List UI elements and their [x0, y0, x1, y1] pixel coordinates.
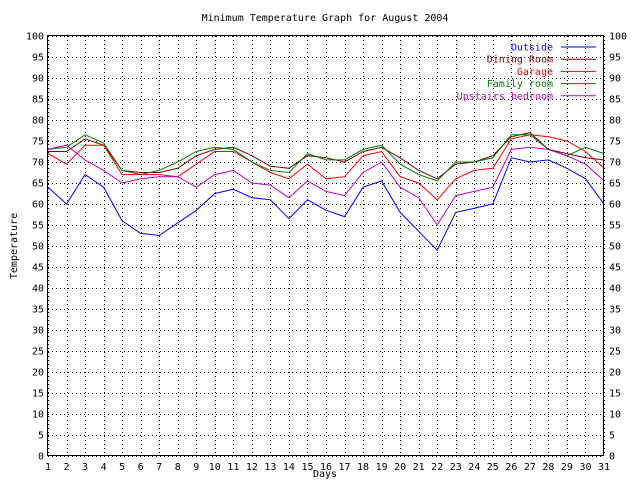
y-tick-label: 90: [32, 74, 44, 85]
y-tick-label-right: 60: [609, 200, 621, 211]
y-tick-label: 65: [32, 179, 44, 190]
x-tick-label: 7: [156, 462, 162, 473]
y-tick-label: 95: [32, 53, 44, 64]
x-tick-label: 24: [468, 462, 480, 473]
y-tick-label-right: 5: [609, 431, 615, 442]
x-tick-label: 29: [561, 462, 573, 473]
y-tick-label-right: 65: [609, 179, 621, 190]
y-tick-label-right: 10: [609, 410, 621, 421]
y-tick-label-right: 35: [609, 305, 621, 316]
x-tick-label: 27: [524, 462, 536, 473]
y-tick-label-right: 95: [609, 53, 621, 64]
series-line-upstairs-bedroom: [47, 144, 605, 226]
y-tick-label: 45: [32, 263, 44, 274]
y-tick-label: 85: [32, 95, 44, 106]
x-tick-label: 12: [246, 462, 258, 473]
legend-label-dining-room: Dining Room: [487, 55, 553, 66]
x-tick-label: 3: [82, 462, 88, 473]
y-tick-label-right: 0: [609, 452, 615, 463]
y-tick-label: 25: [32, 347, 44, 358]
y-tick-label-right: 30: [609, 326, 621, 337]
y-tick-label-right: 75: [609, 137, 621, 148]
x-tick-label: 16: [320, 462, 332, 473]
x-tick-labels: 1 2 3 4 5 6 7 8 9 10 11 12 13 14 15 16 17 18 19 20 21 22 23 24 2…: [45, 462, 610, 473]
y-tick-label-right: 50: [609, 242, 621, 253]
y-tick-label: 80: [32, 116, 44, 127]
y-tick-label-right: 15: [609, 389, 621, 400]
plot-frame: [47, 35, 604, 456]
y-tick-label-right: 70: [609, 158, 621, 169]
y-tick-label-right: 90: [609, 74, 621, 85]
y-tick-label: 20: [32, 368, 44, 379]
gridlines: [48, 36, 605, 457]
x-tick-label: 19: [376, 462, 388, 473]
y-tick-label: 10: [32, 410, 44, 421]
x-tick-label: 8: [175, 462, 181, 473]
x-axis-label: Days: [313, 469, 337, 480]
y-tick-label: 75: [32, 137, 44, 148]
x-tick-label: 11: [227, 462, 239, 473]
series-line-dining-room: [48, 132, 605, 180]
y-tick-label-right: 25: [609, 347, 621, 358]
x-tick-label: 23: [450, 462, 462, 473]
y-tick-label: 100: [26, 32, 44, 43]
x-tick-label: 30: [579, 462, 591, 473]
x-tick-label: 9: [193, 462, 199, 473]
series-line-family-room: [47, 134, 605, 182]
x-tick-label: 18: [357, 462, 369, 473]
x-tick-label: 31: [598, 462, 610, 473]
legend-label-upstairs-bedroom: Upstairs bedroom: [457, 91, 553, 102]
y-tick-label: 70: [32, 158, 44, 169]
y-tick-label-right: 40: [609, 284, 621, 295]
y-tick-labels-right: 0 5 10 15 20 25 30 35 40 45 50 55 60 65 70 75 80 85 90 95 10…: [609, 32, 627, 463]
y-tick-label: 60: [32, 200, 44, 211]
x-tick-label: 21: [413, 462, 425, 473]
chart-title: Minimum Temperature Graph for August 200…: [202, 13, 449, 24]
x-tick-label: 28: [542, 462, 554, 473]
x-tick-label: 4: [101, 462, 107, 473]
x-tick-label: 2: [64, 462, 70, 473]
x-tick-label: 17: [339, 462, 351, 473]
y-axis-label: Temperature: [9, 213, 20, 279]
series-lines: [47, 132, 605, 252]
y-tick-label: 30: [32, 326, 44, 337]
x-tick-label: 6: [138, 462, 144, 473]
y-tick-label-right: 80: [609, 116, 621, 127]
legend-label-family-room: Family room: [487, 79, 553, 90]
series-line-outside: [47, 157, 605, 252]
y-tick-label: 15: [32, 389, 44, 400]
x-tick-label: 15: [301, 462, 313, 473]
x-tick-label: 13: [264, 462, 276, 473]
y-tick-label: 40: [32, 284, 44, 295]
y-tick-label-right: 45: [609, 263, 621, 274]
y-tick-label: 5: [38, 431, 44, 442]
y-tick-label: 50: [32, 242, 44, 253]
legend-label-outside: Outside: [511, 43, 553, 54]
x-tick-label: 10: [209, 462, 221, 473]
y-tick-labels-left: 0 5 10 15 20 25 30 35 40 45 50 55 60 65 70 75 80 85 90 95 10…: [26, 32, 44, 463]
x-tick-label: 22: [431, 462, 443, 473]
y-tick-label-right: 55: [609, 221, 621, 232]
y-tick-label-right: 85: [609, 95, 621, 106]
x-tick-label: 20: [394, 462, 406, 473]
x-tick-label: 1: [45, 462, 51, 473]
y-tick-label-right: 100: [609, 32, 627, 43]
y-tick-label: 35: [32, 305, 44, 316]
y-tick-label: 55: [32, 221, 44, 232]
y-tick-label: 0: [38, 452, 44, 463]
x-tick-label: 14: [283, 462, 295, 473]
legend-label-garage: Garage: [517, 67, 553, 78]
x-tick-label: 5: [119, 462, 125, 473]
y-tick-label-right: 20: [609, 368, 621, 379]
x-tick-label: 26: [505, 462, 517, 473]
x-tick-label: 25: [487, 462, 499, 473]
